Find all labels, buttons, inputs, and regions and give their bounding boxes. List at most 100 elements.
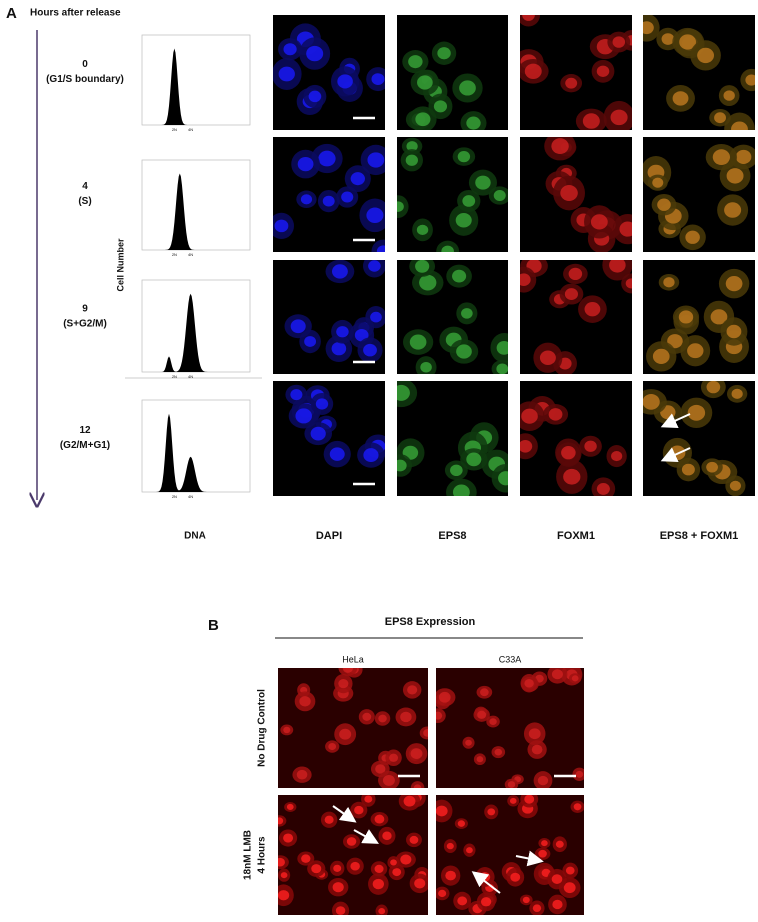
nucleus [731, 121, 748, 130]
arrow [471, 871, 501, 894]
cells [544, 137, 632, 252]
nucleus [324, 815, 334, 824]
nucleus [318, 150, 336, 167]
nucleus [354, 805, 364, 815]
nucleus [731, 388, 743, 399]
arrow [332, 805, 357, 823]
nucleus [278, 66, 295, 82]
x-axis-label: DNA [184, 531, 206, 542]
nucleus [706, 461, 718, 473]
nucleus [563, 882, 576, 894]
nucleus [541, 840, 548, 847]
nucleus [436, 805, 448, 817]
nucleus [372, 878, 384, 890]
nucleus [419, 274, 437, 291]
nucleus [441, 245, 454, 252]
nucleus [726, 324, 742, 339]
nucleus [283, 726, 291, 734]
histogram-frame [141, 34, 251, 126]
nucleus [510, 872, 521, 882]
micrograph [397, 15, 508, 130]
nucleus [295, 408, 312, 424]
nucleus [299, 696, 311, 707]
nucleus [410, 748, 423, 760]
nucleus [290, 389, 303, 401]
nucleus [552, 899, 563, 910]
nucleus [408, 55, 423, 69]
nucleus [415, 112, 431, 127]
time-label: 0 [82, 59, 88, 70]
time-label: 9 [82, 304, 88, 315]
nucleus [283, 43, 297, 56]
nucleus [706, 381, 721, 394]
micrograph [520, 15, 632, 130]
histogram-tick: 2N [172, 494, 177, 499]
nucleus [551, 138, 569, 155]
nucleus [459, 80, 476, 96]
nucleus [643, 21, 654, 35]
nucleus [417, 75, 433, 90]
arrow [660, 447, 691, 462]
time-label: 4 [82, 181, 88, 192]
micrograph [278, 795, 428, 915]
nucleus [521, 408, 538, 424]
nucleus [555, 840, 564, 848]
micrograph [520, 260, 632, 374]
nucleus [322, 195, 335, 207]
nucleus [414, 878, 426, 889]
micrograph [643, 137, 755, 252]
nucleus [520, 273, 531, 286]
nucleus [477, 710, 487, 719]
nucleus [332, 882, 344, 893]
cells [278, 795, 428, 915]
nucleus [403, 795, 416, 807]
nucleus [409, 334, 427, 350]
nucleus [657, 198, 671, 211]
column-label: DAPI [316, 530, 342, 542]
nucleus [406, 141, 418, 152]
nucleus [561, 446, 576, 460]
micrograph [520, 381, 632, 496]
nucleus [568, 267, 583, 281]
nucleus [590, 214, 608, 230]
cells [643, 15, 755, 130]
nucleus [625, 278, 632, 289]
image-bg [436, 668, 584, 788]
nucleus [457, 150, 471, 163]
cells [397, 381, 508, 496]
row-label: No Drug Control [257, 689, 268, 767]
nucleus [374, 864, 384, 874]
nucleus [643, 393, 660, 410]
nucleus [729, 480, 741, 491]
nucleus [382, 774, 395, 786]
nucleus [400, 854, 412, 865]
nucleus [509, 797, 517, 804]
micrograph [397, 137, 508, 252]
nucleus [685, 230, 700, 244]
nucleus [480, 897, 492, 907]
nucleus [528, 728, 541, 740]
histogram [142, 48, 250, 125]
phase-label: (S) [78, 196, 91, 207]
micrograph [643, 15, 755, 130]
nucleus [445, 870, 456, 881]
nucleus [522, 15, 535, 21]
nucleus [724, 202, 742, 218]
nucleus [679, 34, 697, 50]
cells [402, 41, 487, 130]
phase-label: (G1/S boundary) [46, 74, 124, 85]
nucleus [304, 336, 317, 347]
cells [273, 23, 385, 116]
micrograph [436, 668, 584, 788]
nucleus [465, 739, 472, 746]
nucleus [382, 831, 392, 841]
nucleus [714, 112, 726, 124]
nucleus [335, 906, 346, 915]
nucleus [584, 301, 601, 317]
nucleus [367, 152, 385, 168]
nucleus [475, 175, 491, 190]
histogram-tick: 4N [188, 494, 193, 499]
row-label: 18nM LMB [243, 830, 254, 880]
nucleus [565, 866, 575, 875]
